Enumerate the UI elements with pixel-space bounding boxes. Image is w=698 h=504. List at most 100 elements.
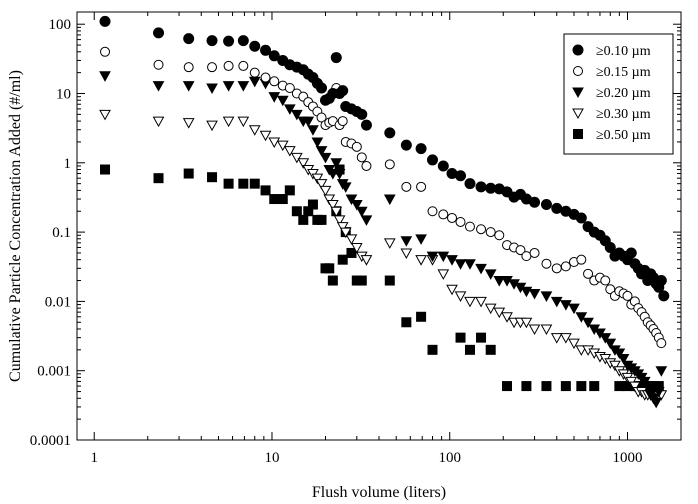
legend-marker (573, 129, 583, 139)
data-point (605, 284, 616, 295)
data-point (622, 290, 633, 301)
data-point (249, 67, 260, 78)
data-point (529, 247, 540, 258)
data-point (464, 221, 475, 232)
data-point (260, 185, 271, 196)
data-point (248, 125, 261, 136)
data-point (356, 275, 367, 286)
data-point (237, 81, 250, 92)
data-point (384, 159, 395, 170)
series-2 (99, 71, 668, 409)
data-point (400, 139, 412, 151)
data-point (426, 251, 439, 263)
data-point (446, 255, 458, 266)
legend-marker (572, 108, 584, 120)
data-point (484, 303, 497, 315)
data-point (475, 263, 487, 275)
data-point (223, 178, 234, 189)
data-point (99, 71, 111, 82)
data-point (528, 289, 541, 300)
data-point (277, 194, 288, 205)
x-axis-label: Flush volume (liters) (312, 484, 446, 501)
y-tick-label: 1 (64, 156, 72, 172)
data-point (416, 311, 427, 322)
data-point (183, 33, 195, 45)
data-point (515, 245, 526, 256)
data-point (583, 268, 594, 279)
data-point (249, 178, 260, 189)
data-point (249, 40, 261, 52)
data-point (238, 60, 249, 71)
data-point (206, 83, 218, 95)
data-point (540, 324, 553, 336)
data-point (582, 317, 594, 329)
data-point (356, 152, 367, 163)
data-point (575, 312, 588, 323)
legend-label: ≥0.10 µm (596, 44, 651, 59)
data-point (152, 81, 165, 92)
data-point (183, 62, 194, 73)
data-point (559, 300, 572, 311)
data-point (100, 164, 111, 175)
data-point (311, 173, 324, 185)
legend-marker (572, 87, 584, 99)
data-point (454, 291, 467, 302)
data-point (316, 112, 327, 123)
data-point (589, 381, 600, 392)
data-point (415, 255, 427, 266)
data-point (400, 236, 413, 247)
data-point (437, 269, 450, 280)
data-point (464, 296, 476, 308)
series-1 (100, 46, 667, 349)
data-point (269, 194, 280, 205)
legend-label: ≥0.50 µm (596, 128, 651, 143)
data-point (268, 137, 281, 148)
data-point (360, 119, 372, 131)
y-tick-label: 0.0001 (30, 433, 71, 449)
data-point (182, 81, 195, 92)
data-point (316, 82, 328, 94)
x-tick-label: 1 (90, 450, 98, 466)
data-point (416, 181, 427, 192)
data-point (207, 172, 218, 183)
data-point (540, 291, 553, 302)
data-point (464, 178, 476, 190)
axes: 1 10 100 1000 100 10 1 0.1 0.01 0.001 0.0001 (30, 11, 682, 466)
data-point (330, 52, 342, 64)
data-point (551, 263, 562, 274)
series-0 (99, 15, 670, 302)
data-point (437, 160, 449, 172)
data-point (575, 212, 587, 224)
data-point (223, 60, 234, 71)
data-point (655, 366, 668, 377)
data-point (339, 227, 352, 239)
data-point (276, 95, 289, 107)
data-point (501, 312, 513, 323)
data-point (384, 127, 396, 139)
data-point (541, 381, 552, 392)
data-point (641, 381, 654, 393)
data-point (290, 109, 303, 121)
data-point (345, 194, 358, 206)
data-point (455, 170, 467, 182)
data-point (259, 130, 272, 142)
y-tick-label: 0.001 (37, 364, 71, 380)
data-point (383, 194, 396, 206)
data-point (355, 206, 368, 218)
data-point (324, 263, 335, 274)
data-point (494, 230, 505, 241)
legend-label: ≥0.15 µm (596, 65, 651, 80)
data-point (400, 248, 413, 259)
data-point (268, 92, 281, 103)
data-point (222, 81, 235, 92)
data-point (333, 169, 346, 180)
data-point (484, 269, 497, 280)
data-point (336, 222, 349, 233)
data-point (493, 276, 506, 287)
data-point (528, 324, 541, 336)
data-point (333, 215, 346, 226)
data-point (346, 247, 357, 258)
data-point (476, 224, 487, 235)
y-axis-label: Cumulative Particle Concentration Added … (7, 70, 24, 382)
data-point (604, 241, 616, 253)
